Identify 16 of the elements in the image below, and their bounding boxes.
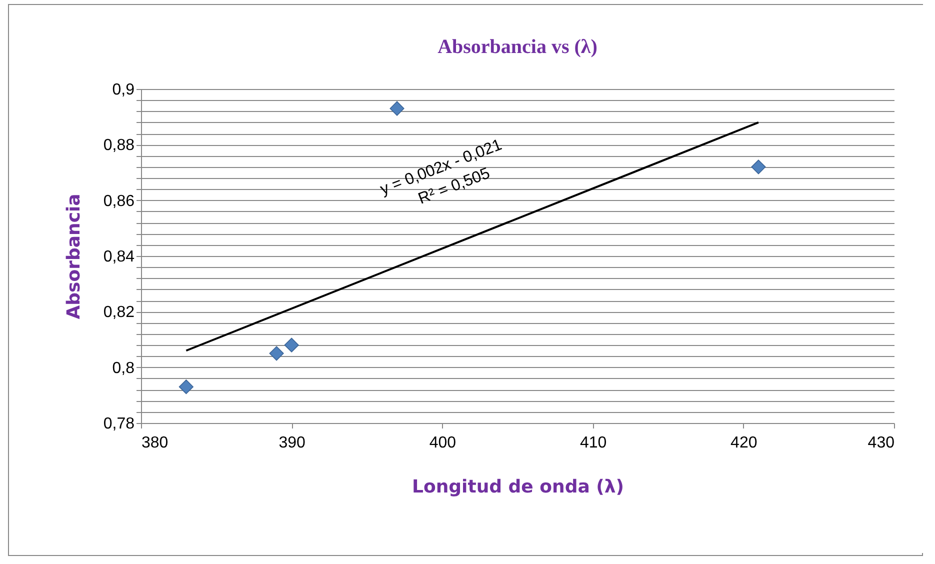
x-tick-label: 410 (580, 434, 607, 452)
y-tick-label: 0,8 (112, 360, 135, 377)
y-tick-label: 0,88 (103, 137, 135, 154)
y-tick-label: 0,86 (103, 192, 135, 210)
x-tick-label: 390 (278, 434, 306, 452)
chart-title: Absorbancia vs (λ) (438, 36, 598, 58)
y-tick-label: 0,78 (103, 416, 135, 432)
x-tick-label: 430 (868, 434, 895, 452)
y-tick-label: 0,9 (112, 82, 135, 98)
x-axis-title: Longitud de onda (λ) (412, 476, 624, 498)
y-tick-label: 0,82 (103, 304, 135, 322)
x-tick-label: 420 (730, 434, 758, 452)
y-axis-title: Absorbancia (63, 194, 84, 320)
y-tick-label: 0,84 (103, 248, 135, 266)
x-tick-label: 380 (142, 434, 168, 452)
x-tick-label: 400 (429, 434, 456, 452)
